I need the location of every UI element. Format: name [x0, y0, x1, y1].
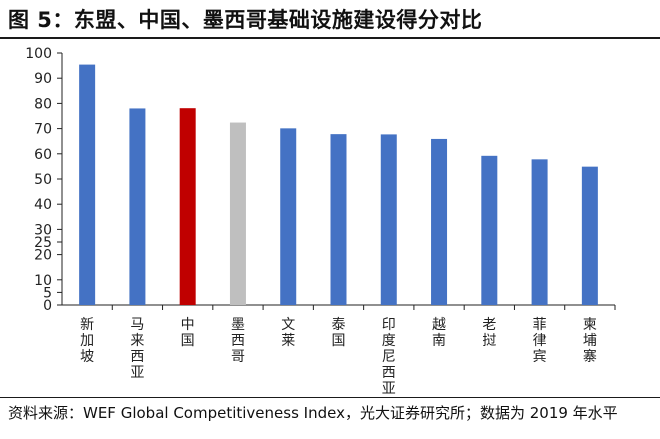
x-tick-label-char: 莱 — [281, 333, 295, 349]
x-tick-label-char: 坡 — [80, 349, 94, 365]
y-tick-label: 60 — [34, 147, 52, 163]
bar-7 — [431, 138, 448, 305]
bar-chart: 0510202530405060708090100新加坡马来西亚中国墨西哥文莱泰… — [25, 46, 616, 396]
x-tick-label-char: 国 — [332, 333, 346, 349]
y-tick-label: 70 — [34, 122, 52, 138]
x-tick-label-char: 埔 — [583, 333, 597, 349]
x-tick-label-char: 墨 — [231, 317, 245, 333]
x-tick-label-char: 老 — [482, 317, 496, 333]
x-tick-label-char: 南 — [432, 333, 446, 349]
y-tick-label: 20 — [34, 248, 52, 264]
bar-5 — [330, 134, 347, 305]
x-tick-label-char: 马 — [130, 317, 144, 333]
bar-0 — [79, 64, 96, 305]
bar-10 — [581, 166, 598, 305]
y-tick-label: 80 — [34, 96, 52, 112]
x-tick-label-char: 亚 — [130, 365, 144, 381]
x-tick-label-char: 越 — [432, 317, 446, 333]
x-tick-label-char: 文 — [281, 317, 295, 333]
y-tick-label: 0 — [43, 298, 52, 314]
source-note: 资料来源：WEF Global Competitiveness Index，光大… — [8, 404, 618, 422]
x-tick-label-char: 宾 — [533, 349, 547, 365]
x-tick-label-char: 菲 — [533, 317, 547, 333]
x-tick-label-char: 哥 — [231, 349, 245, 365]
bar-2 — [179, 108, 196, 305]
source-divider — [0, 397, 660, 398]
title-divider — [0, 37, 660, 39]
bar-6 — [380, 134, 397, 305]
x-tick-label-char: 度 — [382, 333, 396, 349]
y-tick-label: 25 — [34, 235, 52, 251]
x-tick-label-char: 尼 — [382, 349, 396, 365]
x-tick-label-char: 寨 — [583, 348, 597, 365]
x-tick-label-char: 挝 — [482, 333, 496, 349]
x-tick-label-char: 西 — [231, 333, 245, 349]
x-tick-label-char: 加 — [80, 333, 94, 349]
x-tick-label-char: 西 — [382, 365, 396, 381]
bar-4 — [280, 128, 297, 305]
x-tick-label-char: 印 — [382, 317, 396, 333]
y-tick-label: 90 — [34, 71, 52, 87]
x-tick-label-char: 亚 — [382, 381, 396, 396]
title-bar: 图 5：东盟、中国、墨西哥基础设施建设得分对比 — [0, 0, 660, 40]
x-tick-label-char: 新 — [80, 317, 94, 333]
y-tick-label: 10 — [34, 273, 52, 289]
y-tick-label: 40 — [34, 197, 52, 213]
y-tick-label: 5 — [43, 285, 52, 301]
bar-3 — [229, 122, 246, 305]
x-tick-label-char: 中 — [181, 317, 195, 333]
y-tick-label: 30 — [34, 222, 52, 238]
chart-title: 图 5：东盟、中国、墨西哥基础设施建设得分对比 — [8, 8, 483, 32]
y-tick-label: 100 — [25, 46, 52, 62]
bar-8 — [481, 155, 498, 305]
x-tick-label-char: 国 — [181, 333, 195, 349]
x-tick-label-char: 柬 — [583, 317, 597, 333]
x-tick-label-char: 律 — [533, 333, 547, 349]
x-tick-label-char: 西 — [130, 349, 144, 365]
x-tick-label-char: 泰 — [332, 317, 346, 333]
bar-9 — [531, 159, 548, 305]
bar-1 — [129, 108, 146, 305]
x-tick-label-char: 来 — [130, 333, 144, 349]
y-tick-label: 50 — [34, 172, 52, 188]
